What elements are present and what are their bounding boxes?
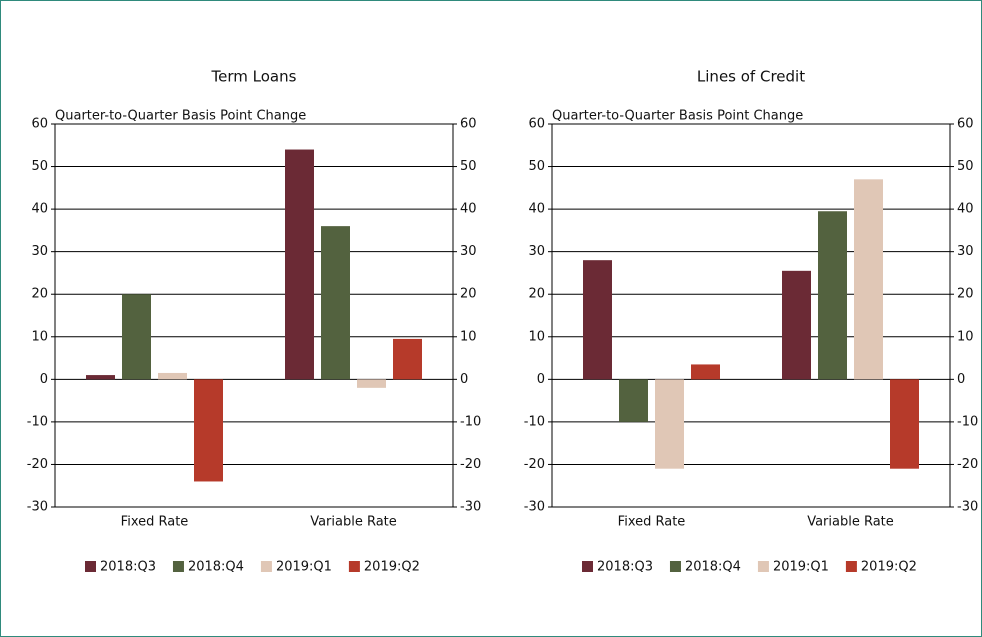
y2-tick-label: 50: [957, 159, 974, 174]
y2-tick-label: -30: [957, 500, 978, 515]
chart-title: Lines of Credit: [697, 68, 805, 86]
y-tick-label: 0: [537, 372, 545, 387]
y-tick-label: 0: [40, 372, 48, 387]
legend-swatch: [845, 561, 857, 572]
bar: [122, 294, 151, 380]
y-tick-label: 10: [528, 329, 545, 344]
y2-tick-label: 10: [460, 329, 477, 344]
legend-swatch: [85, 561, 96, 572]
bar: [158, 372, 187, 380]
y-tick-label: 30: [528, 244, 545, 259]
y2-tick-label: 40: [957, 202, 974, 217]
y2-tick-label: 50: [460, 159, 477, 174]
bar: [655, 379, 684, 469]
bar: [393, 338, 422, 380]
legend-swatch: [669, 561, 681, 572]
bar: [194, 379, 223, 482]
y2-tick-label: 40: [460, 202, 477, 217]
legend-label: 2018:Q4: [188, 560, 244, 575]
bar: [357, 379, 386, 388]
bar: [854, 179, 883, 380]
y-tick-label: -10: [524, 414, 545, 429]
y2-tick-label: 60: [957, 117, 974, 132]
y2-tick-label: 10: [957, 329, 974, 344]
legend-swatch: [172, 561, 184, 572]
y-tick-label: 20: [528, 287, 545, 302]
y-tick-label: -30: [27, 500, 48, 515]
bar: [285, 149, 314, 380]
bar: [321, 226, 350, 380]
y2-tick-label: -20: [957, 457, 978, 472]
y2-tick-label: -10: [957, 414, 978, 429]
y2-tick-label: 20: [957, 287, 974, 302]
x-tick-label: Fixed Rate: [618, 515, 686, 530]
y-axis-label: Quarter-to-Quarter Basis Point Change: [55, 109, 306, 124]
y2-tick-label: -10: [460, 414, 481, 429]
legend-label: 2019:Q1: [773, 560, 829, 575]
bar: [890, 379, 919, 469]
y-tick-label: -20: [524, 457, 545, 472]
legend-label: 2019:Q1: [276, 560, 332, 575]
y2-tick-label: 0: [460, 372, 468, 387]
legend-label: 2018:Q3: [597, 560, 653, 575]
y-tick-label: 50: [31, 159, 48, 174]
y-tick-label: 50: [528, 159, 545, 174]
chart-title: Term Loans: [211, 68, 297, 86]
legend-label: 2018:Q4: [685, 560, 741, 575]
y-tick-label: 30: [31, 244, 48, 259]
bar: [691, 364, 720, 380]
legend-swatch: [260, 561, 272, 572]
y2-tick-label: 60: [460, 117, 477, 132]
y-tick-label: 40: [528, 202, 545, 217]
bar: [86, 375, 115, 380]
bar: [583, 260, 612, 380]
y-axis-label: Quarter-to-Quarter Basis Point Change: [552, 109, 803, 124]
y-tick-label: -10: [27, 414, 48, 429]
y2-tick-label: 30: [957, 244, 974, 259]
y-tick-label: 10: [31, 329, 48, 344]
legend-swatch: [348, 561, 360, 572]
y2-tick-label: 20: [460, 287, 477, 302]
legend-label: 2018:Q3: [100, 560, 156, 575]
bar: [818, 211, 847, 380]
y2-tick-label: -30: [460, 500, 481, 515]
x-tick-label: Variable Rate: [310, 515, 397, 530]
y2-tick-label: 0: [957, 372, 965, 387]
y2-tick-label: 30: [460, 244, 477, 259]
y-tick-label: -20: [27, 457, 48, 472]
y-tick-label: 60: [31, 117, 48, 132]
bar: [619, 379, 648, 422]
legend-label: 2019:Q2: [861, 560, 917, 575]
y2-tick-label: -20: [460, 457, 481, 472]
legend-swatch: [582, 561, 593, 572]
bar: [782, 270, 811, 380]
x-tick-label: Fixed Rate: [121, 515, 189, 530]
y-tick-label: 40: [31, 202, 48, 217]
legend-label: 2019:Q2: [364, 560, 420, 575]
y-tick-label: -30: [524, 500, 545, 515]
x-tick-label: Variable Rate: [807, 515, 894, 530]
legend-swatch: [757, 561, 769, 572]
y-tick-label: 20: [31, 287, 48, 302]
y-tick-label: 60: [528, 117, 545, 132]
